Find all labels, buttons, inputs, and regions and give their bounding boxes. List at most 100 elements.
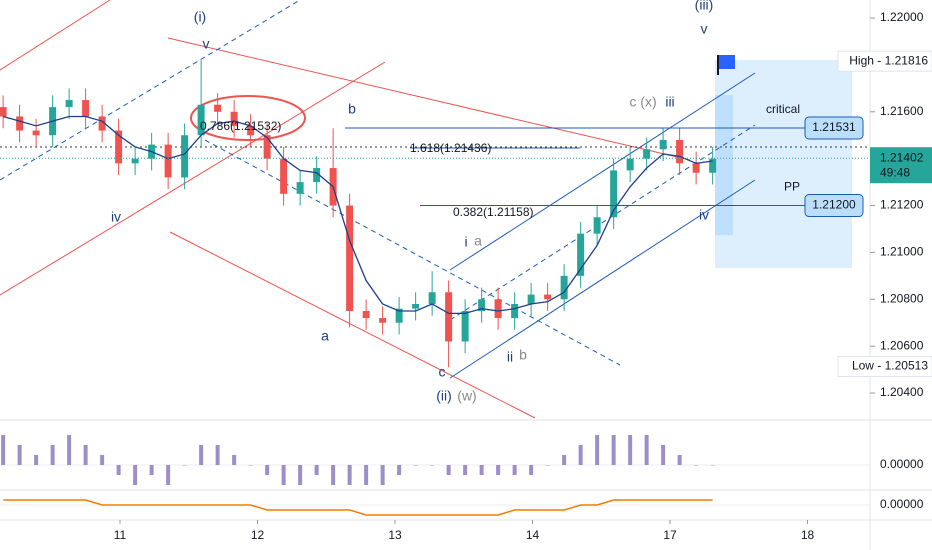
macd-bar bbox=[661, 445, 666, 465]
candle-body bbox=[428, 292, 436, 304]
x-tick-label: 12 bbox=[251, 528, 265, 542]
annotation: v bbox=[203, 36, 210, 52]
macd-bar bbox=[314, 465, 319, 475]
macd-bar bbox=[116, 465, 121, 475]
macd-bar bbox=[149, 465, 154, 475]
blue-channel bbox=[0, 0, 756, 379]
candle-body bbox=[296, 182, 304, 194]
candle-body bbox=[692, 163, 700, 173]
candle-body bbox=[494, 299, 502, 319]
y-tick-label: 1.20800 bbox=[880, 291, 924, 305]
macd-bar bbox=[397, 465, 402, 475]
macd-bar bbox=[1, 435, 6, 465]
low-marker: Low - 1.20513 bbox=[852, 359, 928, 373]
macd-bar bbox=[611, 435, 616, 465]
annotation: c bbox=[439, 364, 446, 380]
annotation: iv bbox=[111, 209, 121, 225]
candle-body bbox=[544, 294, 552, 300]
macd-bar bbox=[166, 465, 171, 485]
macd-bar bbox=[17, 445, 22, 465]
level-name: critical bbox=[766, 102, 800, 116]
macd-bar bbox=[463, 465, 468, 475]
projection-box bbox=[715, 60, 852, 268]
macd-bar bbox=[364, 465, 369, 485]
level-box bbox=[804, 194, 864, 218]
annotation: b bbox=[519, 347, 527, 363]
candle-body bbox=[709, 158, 717, 173]
macd-bar bbox=[67, 435, 72, 465]
candle-body bbox=[577, 233, 585, 276]
flag bbox=[719, 55, 735, 69]
x-tick-label: 18 bbox=[801, 528, 815, 542]
x-tick-label: 13 bbox=[388, 528, 402, 542]
annotation: (w) bbox=[457, 388, 476, 404]
annotation: i bbox=[464, 234, 467, 250]
macd-bar bbox=[628, 435, 633, 465]
annotation: (iii) bbox=[695, 0, 714, 13]
annotation: 1.618(1.21436) bbox=[410, 141, 491, 155]
macd-bar bbox=[578, 445, 583, 465]
red-channel bbox=[0, 0, 691, 419]
annotation: ii bbox=[507, 349, 513, 365]
candle-body bbox=[511, 303, 519, 319]
macd-bar bbox=[248, 465, 253, 466]
candle-body bbox=[445, 292, 453, 342]
candle-body bbox=[82, 100, 90, 117]
candle-body bbox=[626, 158, 634, 171]
macd-bar bbox=[595, 435, 600, 465]
macd-bar bbox=[331, 465, 336, 485]
annotation: v bbox=[701, 21, 708, 37]
y-tick-label: 1.21600 bbox=[880, 104, 924, 118]
candle-body bbox=[346, 205, 354, 312]
x-tick-label: 17 bbox=[663, 528, 677, 542]
macd-bar bbox=[199, 445, 204, 465]
macd-bar bbox=[34, 455, 39, 465]
candle-body bbox=[16, 116, 24, 131]
candle-body bbox=[0, 107, 7, 117]
macd-bar bbox=[265, 465, 270, 475]
x-tick-label: 14 bbox=[526, 528, 540, 542]
candle-body bbox=[164, 144, 172, 178]
macd-bar bbox=[347, 465, 352, 485]
osc-tick-label: 0.00000 bbox=[880, 497, 924, 511]
macd-bar bbox=[298, 465, 303, 485]
macd-bar bbox=[677, 455, 682, 465]
macd-bar bbox=[496, 465, 501, 475]
y-tick-label: 1.21200 bbox=[880, 198, 924, 212]
annotation: c (x) bbox=[629, 94, 656, 110]
current-price: 1.21402 bbox=[880, 150, 924, 164]
low-marker-box bbox=[837, 356, 932, 378]
annotation: iii bbox=[665, 94, 674, 110]
macd-bar bbox=[50, 445, 55, 465]
countdown: 49:48 bbox=[880, 165, 910, 179]
y-tick-label: 1.20400 bbox=[880, 385, 924, 399]
macd-bar bbox=[182, 465, 187, 466]
level-name: PP bbox=[784, 180, 800, 194]
high-marker: High - 1.21816 bbox=[849, 53, 928, 67]
macd-bar bbox=[529, 465, 534, 475]
candle-body bbox=[395, 308, 403, 323]
candle-body bbox=[131, 158, 139, 164]
candle-body bbox=[263, 135, 271, 159]
macd-bar bbox=[512, 465, 517, 475]
candle-body bbox=[659, 139, 667, 150]
candle-body bbox=[676, 139, 684, 164]
x-tick-label: 11 bbox=[114, 528, 127, 542]
annotation: (ii) bbox=[436, 388, 452, 404]
candle-body bbox=[593, 217, 601, 234]
high-marker-box bbox=[837, 50, 932, 72]
candle-body bbox=[610, 170, 618, 218]
macd-bar bbox=[380, 465, 385, 485]
macd-tick-label: 0.00000 bbox=[880, 457, 924, 471]
annotation: a bbox=[474, 233, 482, 249]
candle-body bbox=[115, 130, 123, 164]
candle-body bbox=[643, 149, 651, 159]
candle-body bbox=[461, 311, 469, 342]
annotation: 0.786(1.21532) bbox=[200, 119, 281, 133]
macd-bar bbox=[232, 455, 237, 465]
macd-bar bbox=[430, 465, 435, 466]
annotation: (i) bbox=[194, 9, 206, 25]
candle-body bbox=[98, 116, 106, 131]
candle-body bbox=[32, 130, 40, 136]
